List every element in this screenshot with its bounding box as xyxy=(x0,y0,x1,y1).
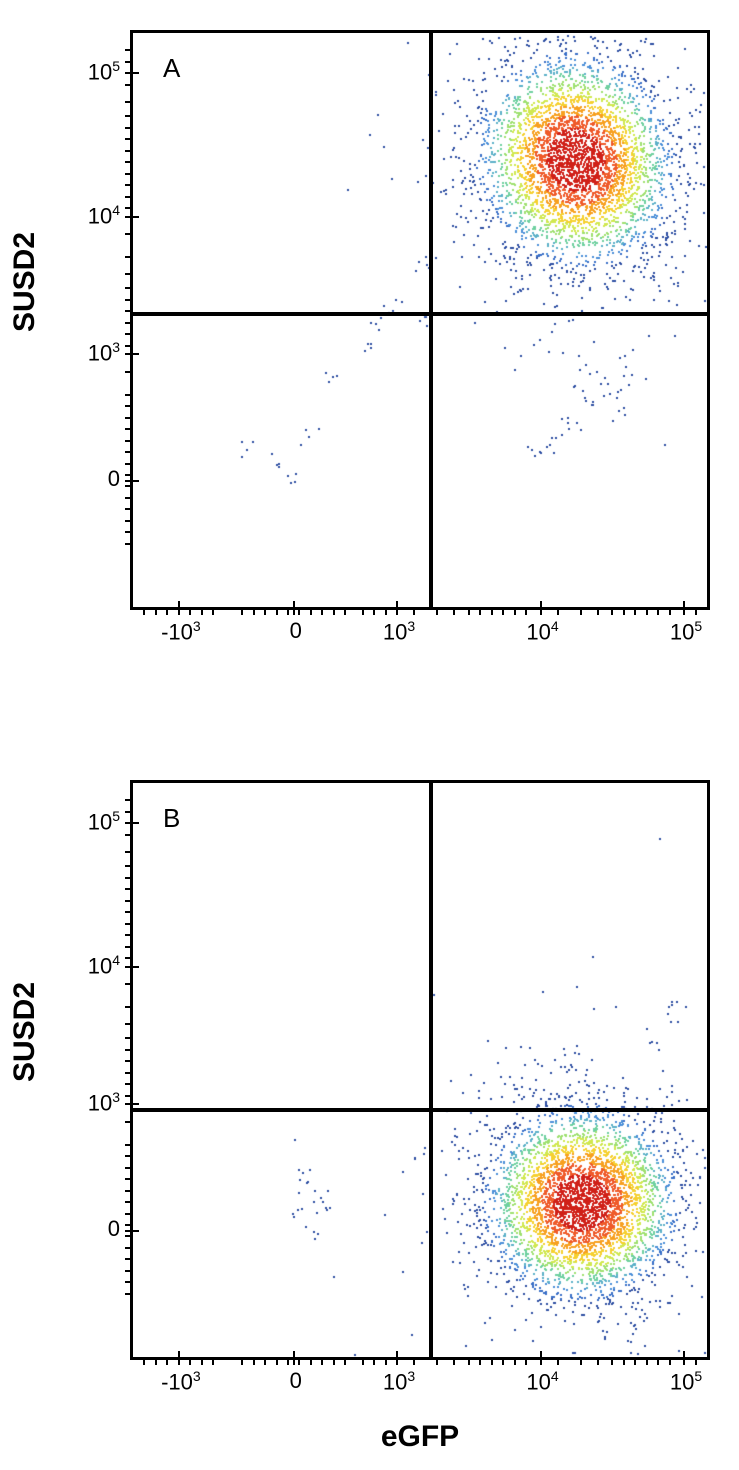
x-tick-label: -103 xyxy=(151,618,211,645)
panel-a-label: A xyxy=(163,53,180,84)
y-axis-title-panel-b: SUSD2 xyxy=(8,1052,42,1082)
panel-b-scatter xyxy=(133,783,707,1357)
x-tick-label: 104 xyxy=(513,618,573,645)
x-axis-title: eGFP xyxy=(130,1420,710,1454)
x-tick-label: 105 xyxy=(656,618,716,645)
panel-b-y-ticks xyxy=(125,783,133,1357)
x-tick-label: 103 xyxy=(369,1368,429,1395)
x-tick-label: 0 xyxy=(266,618,326,644)
y-axis-title-panel-a: SUSD2 xyxy=(8,302,42,332)
panel-a-vertical-gate xyxy=(429,33,433,607)
panel-b-vertical-gate xyxy=(429,783,433,1357)
x-tick-label: 0 xyxy=(266,1368,326,1394)
y-tick-label: 105 xyxy=(70,58,120,85)
panel-b: B xyxy=(130,780,710,1360)
flow-cytometry-figure: SUSD2 SUSD2 eGFP A B -103 0 103 104 105 105 10… xyxy=(0,0,739,1470)
panel-b-horizontal-gate xyxy=(133,1108,707,1112)
y-tick-label: 103 xyxy=(70,339,120,366)
panel-a: A xyxy=(130,30,710,610)
y-tick-label: 104 xyxy=(70,202,120,229)
y-tick-label: 0 xyxy=(70,466,120,492)
y-tick-label: 104 xyxy=(70,952,120,979)
x-tick-label: 104 xyxy=(513,1368,573,1395)
panel-a-x-ticks xyxy=(133,607,707,615)
panel-a-scatter xyxy=(133,33,707,607)
y-tick-label: 103 xyxy=(70,1089,120,1116)
panel-b-label: B xyxy=(163,803,180,834)
y-tick-label: 0 xyxy=(70,1216,120,1242)
x-tick-label: -103 xyxy=(151,1368,211,1395)
y-tick-label: 105 xyxy=(70,808,120,835)
panel-a-y-ticks xyxy=(125,33,133,607)
panel-b-x-ticks xyxy=(133,1357,707,1365)
x-tick-label: 103 xyxy=(369,618,429,645)
panel-a-horizontal-gate xyxy=(133,312,707,316)
x-tick-label: 105 xyxy=(656,1368,716,1395)
